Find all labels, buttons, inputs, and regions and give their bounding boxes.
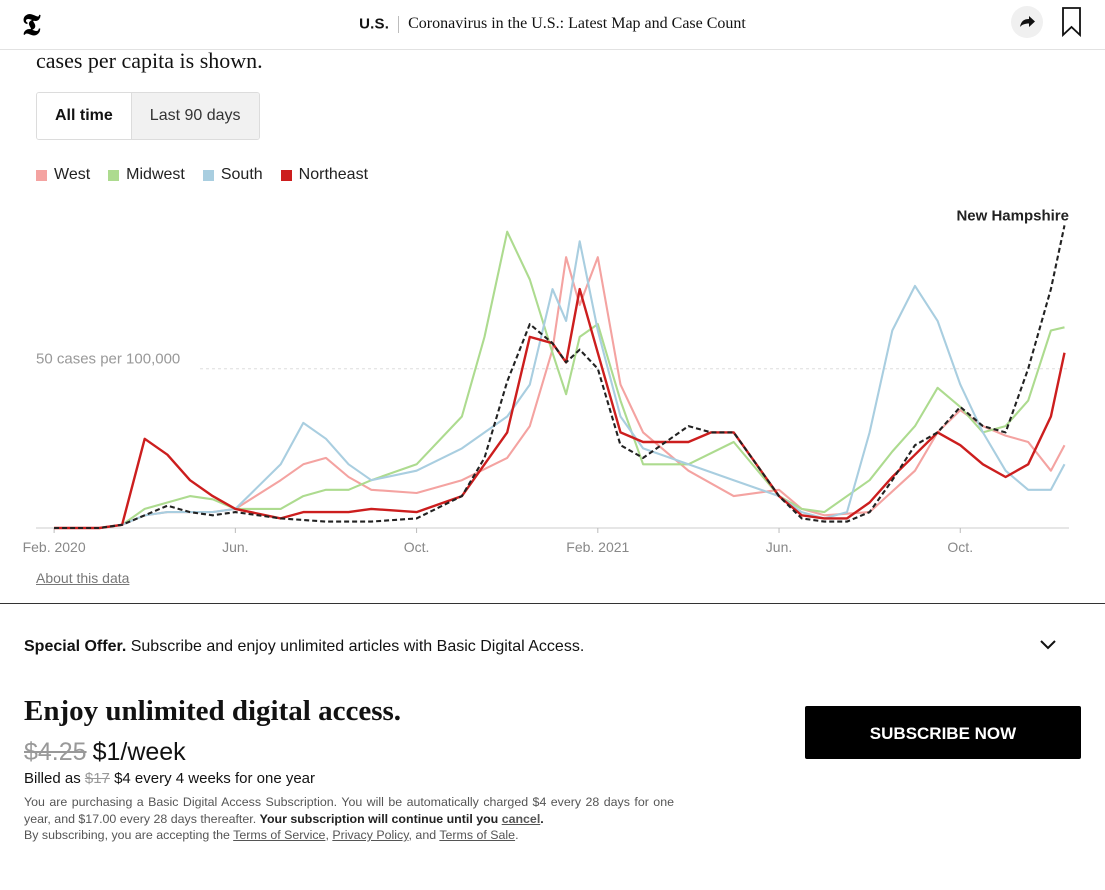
legend-label: Northeast (298, 166, 369, 183)
reference-label: 50 cases per 100,000 (36, 351, 180, 368)
fine-text-2: By subscribing, you are accepting the (24, 828, 230, 842)
x-tick-label: Feb. 2021 (566, 539, 629, 555)
offer-bold: Special Offer. (24, 638, 127, 655)
chevron-down-icon[interactable] (1039, 638, 1057, 652)
cancel-link[interactable]: cancel (501, 811, 541, 826)
fine-bold: Your subscription will continue until yo… (259, 811, 499, 826)
share-arrow-icon (1020, 16, 1035, 27)
legend-swatch (280, 169, 292, 181)
about-data-link[interactable]: About this data (36, 570, 130, 586)
bookmark-icon[interactable] (1061, 7, 1082, 37)
top-bar: 𝕿 U.S. Coronavirus in the U.S.: Latest Ma… (0, 0, 1105, 50)
divider (0, 603, 1105, 604)
legend-label: Midwest (126, 166, 185, 183)
special-offer-banner[interactable]: Special Offer. Subscribe and enjoy unlim… (24, 638, 584, 656)
billed-old-price: $17 (84, 770, 110, 787)
offer-text: Subscribe and enjoy unlimited articles w… (130, 638, 585, 655)
intro-text: cases per capita is shown. (36, 48, 263, 73)
billed-terms: $4 every 4 weeks for one year (114, 770, 316, 787)
nyt-logo-icon[interactable]: 𝕿 (22, 11, 46, 39)
legend-swatch (108, 169, 120, 181)
promo-title: Enjoy unlimited digital access. (24, 695, 402, 727)
time-range-toggle: All time Last 90 days (36, 92, 260, 140)
legend-swatch (202, 169, 214, 181)
privacy-policy-link[interactable]: Privacy Policy (332, 828, 409, 842)
svg-text:𝕿: 𝕿 (22, 11, 41, 39)
terms-of-sale-link[interactable]: Terms of Sale (439, 828, 516, 842)
series-line-new-hampshire (54, 225, 1066, 530)
header-separator (398, 15, 400, 33)
old-price: $4.25 (24, 738, 87, 766)
legend-label: South (220, 166, 263, 183)
highlight-label: New Hampshire (956, 207, 1069, 224)
series-line-midwest (54, 230, 1065, 530)
billed-prefix: Billed as (24, 770, 81, 787)
billing-info: Billed as $17 $4 every 4 weeks for one y… (24, 770, 315, 787)
last-90-days-option[interactable]: Last 90 days (130, 93, 259, 139)
series-line-south (54, 240, 1066, 530)
x-tick-label: Oct. (947, 539, 973, 555)
legend-item-northeast: Northeast (280, 166, 369, 184)
header-breadcrumb: U.S. Coronavirus in the U.S.: Latest Map … (0, 15, 1105, 33)
x-tick-label: Jun. (222, 539, 248, 555)
x-tick-label: Jun. (766, 539, 792, 555)
series-line-northeast (54, 287, 1066, 530)
cases-per-capita-chart: 50 cases per 100,000 Feb. 2020 Jun. Oct. Fe… (23, 207, 1069, 555)
fine-text-1: You are purchasing a Basic Digital Acces… (24, 795, 674, 826)
legend-swatch (36, 169, 47, 181)
legend-item-midwest: Midwest (108, 166, 185, 184)
x-tick-label: Oct. (404, 539, 430, 555)
legend-item-south: South (202, 166, 263, 184)
series-line-west (54, 256, 1066, 530)
legend-label: West (54, 166, 91, 183)
fine-print: You are purchasing a Basic Digital Acces… (24, 795, 674, 842)
share-button[interactable] (1011, 6, 1043, 38)
x-tick-label: Feb. 2020 (23, 539, 86, 555)
price: $4.25 $1/week (24, 738, 186, 767)
chart-legend: West Midwest South Northeast (36, 166, 386, 184)
all-time-option[interactable]: All time (37, 93, 131, 139)
section-link[interactable]: U.S. (359, 15, 390, 33)
and-text: and (415, 828, 437, 842)
article-title: Coronavirus in the U.S.: Latest Map and … (408, 15, 746, 32)
new-price: $1/week (92, 738, 186, 766)
legend-item-west: West (36, 166, 90, 184)
terms-of-service-link[interactable]: Terms of Service (233, 828, 326, 842)
subscribe-now-button[interactable]: SUBSCRIBE NOW (805, 706, 1081, 759)
